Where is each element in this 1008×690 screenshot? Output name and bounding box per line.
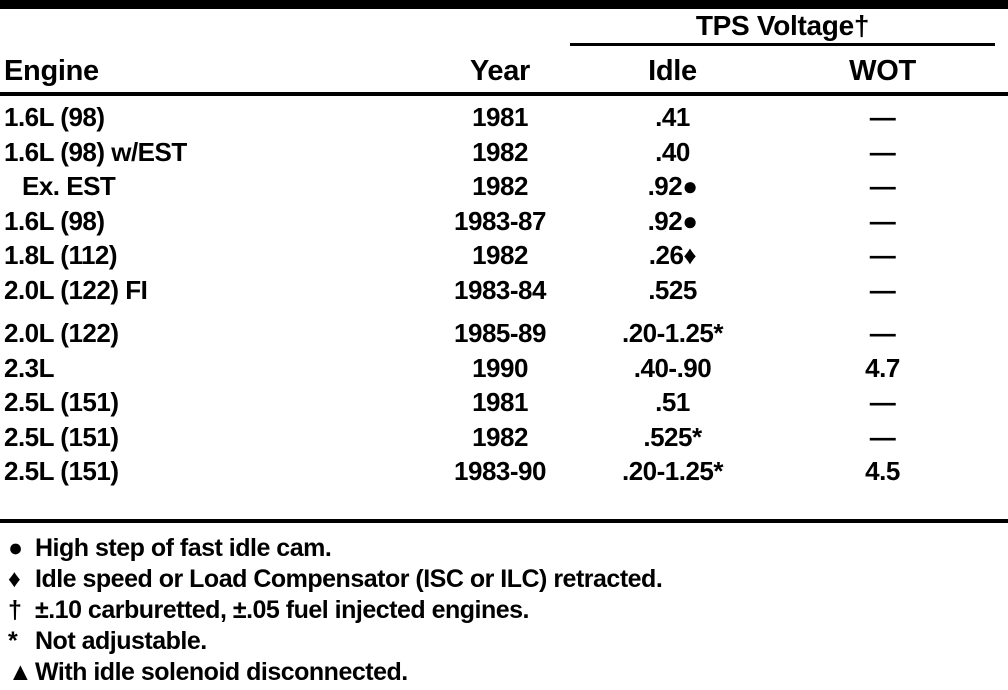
year-cell: 1982 (472, 171, 528, 201)
table-row: 2.5L (151) 1982 .525* — (0, 420, 990, 455)
footnote-text: Idle speed or Load Compensator (ISC or I… (35, 565, 663, 593)
dagger-icon: † (8, 596, 22, 624)
year-cell: 1982 (472, 240, 528, 270)
year-cell: 1982 (472, 136, 528, 167)
footnote: ▲ With idle solenoid disconnected. (8, 657, 998, 688)
engine-cell: 1.6L (98) (4, 102, 105, 132)
year-cell: 1990 (472, 352, 528, 383)
table-row: 1.6L (98) 1983-87 .92● — (0, 204, 990, 239)
column-header-row: Engine Year Idle WOT (0, 52, 990, 90)
footnote-text: With idle solenoid disconnected. (35, 658, 408, 686)
wot-voltage-cell: — (869, 387, 896, 417)
column-header-engine: Engine (4, 55, 99, 87)
wot-voltage-cell: — (869, 421, 896, 452)
wot-voltage-cell: — (869, 102, 896, 132)
table-row: 1.6L (98) 1981 .41 — (0, 100, 990, 135)
group-header-tps-voltage: TPS Voltage† (695, 10, 870, 41)
idle-voltage-cell: .26♦ (648, 240, 697, 270)
filled-diamond-icon: ♦ (8, 565, 21, 593)
column-header-idle: Idle (648, 55, 697, 87)
engine-cell: 1.6L (98) (4, 205, 105, 236)
top-rule-divider (0, 0, 1008, 9)
footnotes-section: ● High step of fast idle cam. ♦ Idle spe… (8, 533, 998, 688)
wot-voltage-cell: 4.5 (865, 456, 900, 486)
wot-voltage-cell: — (869, 136, 896, 167)
table-row: 2.5L (151) 1981 .51 — (0, 385, 990, 420)
engine-cell: 2.0L (122) FI (4, 274, 148, 305)
footnote: ♦ Idle speed or Load Compensator (ISC or… (8, 564, 998, 595)
idle-voltage-cell: .525 (648, 274, 697, 305)
table-row: 2.3L 1990 .40-.90 4.7 (0, 351, 990, 386)
year-cell: 1981 (472, 387, 528, 417)
idle-voltage-cell: .41 (655, 102, 690, 132)
footnote-text: ±.10 carburetted, ±.05 fuel injected eng… (35, 596, 530, 624)
table-row: 1.8L (112) 1982 .26♦ — (0, 238, 990, 273)
footnote: ● High step of fast idle cam. (8, 533, 998, 564)
footnote: † ±.10 carburetted, ±.05 fuel injected e… (8, 595, 998, 626)
idle-voltage-cell: .40-.90 (633, 352, 712, 383)
idle-voltage-cell: .20-1.25* (621, 318, 724, 348)
engine-cell: 2.5L (151) (4, 456, 119, 486)
year-cell: 1982 (472, 421, 528, 452)
engine-cell: 1.6L (98) w/EST (4, 136, 187, 167)
idle-voltage-cell: .51 (655, 387, 690, 417)
wot-voltage-cell: — (869, 318, 896, 348)
idle-voltage-cell: .40 (655, 136, 690, 167)
idle-voltage-cell: .20-1.25* (621, 456, 724, 486)
table-row: 2.5L (151) 1983-90 .20-1.25* 4.5 (0, 454, 990, 489)
footnote: * Not adjustable. (8, 626, 998, 657)
idle-voltage-cell: .92● (647, 171, 698, 201)
engine-cell: 2.0L (122) (4, 318, 119, 348)
year-cell: 1983-90 (454, 456, 546, 486)
footnote-text: High step of fast idle cam. (35, 534, 332, 562)
column-header-wot: WOT (849, 55, 916, 87)
year-cell: 1983-84 (454, 274, 546, 305)
wot-voltage-cell: — (869, 171, 896, 201)
wot-voltage-cell: — (869, 240, 896, 270)
header-rule-divider (0, 92, 1008, 96)
group-header-underline (570, 43, 995, 46)
table-row: 1.6L (98) w/EST 1982 .40 — (0, 135, 990, 170)
filled-triangle-icon: ▲ (8, 658, 33, 686)
footnote-text: Not adjustable. (35, 627, 207, 655)
idle-voltage-cell: .525* (643, 421, 702, 452)
year-cell: 1981 (472, 102, 528, 132)
table-row: Ex. EST 1982 .92● — (0, 169, 990, 204)
wot-voltage-cell: — (869, 205, 896, 236)
filled-circle-icon: ● (8, 534, 23, 562)
table-row: 2.0L (122) FI 1983-84 .525 — (0, 273, 990, 308)
column-header-year: Year (469, 55, 531, 87)
engine-cell: 1.8L (112) (4, 240, 118, 270)
table-row: 2.0L (122) 1985-89 .20-1.25* — (0, 316, 990, 351)
engine-cell: 2.5L (151) (4, 421, 119, 452)
year-cell: 1983-87 (454, 205, 546, 236)
engine-cell: 2.3L (4, 352, 55, 383)
table-body: 1.6L (98) 1981 .41 — 1.6L (98) w/EST 198… (0, 100, 990, 489)
engine-cell: 2.5L (151) (4, 387, 119, 417)
year-cell: 1985-89 (454, 318, 546, 348)
asterisk-icon: * (8, 627, 18, 655)
wot-voltage-cell: 4.7 (865, 352, 900, 383)
idle-voltage-cell: .92● (647, 205, 698, 236)
footnote-rule-divider (0, 519, 1008, 523)
wot-voltage-cell: — (869, 274, 896, 305)
engine-cell: Ex. EST (22, 171, 116, 201)
